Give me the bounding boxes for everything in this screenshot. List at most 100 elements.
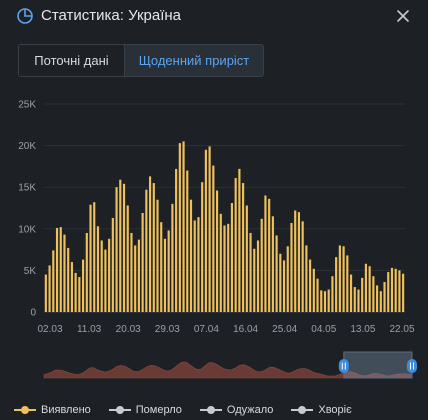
bar[interactable] [126,205,129,313]
bar[interactable] [279,253,282,312]
bar[interactable] [349,274,353,312]
bar[interactable] [253,248,256,312]
bar[interactable] [268,198,271,312]
bar[interactable] [104,249,107,312]
bar[interactable] [379,291,382,312]
bar[interactable] [290,222,293,312]
bar[interactable] [256,240,260,312]
navigator-selection[interactable] [343,351,413,379]
bar[interactable] [286,246,289,312]
tab-daily-growth[interactable]: Щоденний приріст [125,45,263,76]
bar[interactable] [163,238,167,312]
bar[interactable] [335,257,338,312]
bar[interactable] [156,199,159,312]
legend-item-active[interactable]: Хворіє [291,404,352,416]
legend-item-detected[interactable]: Виявлено [14,404,91,416]
bar[interactable] [44,274,47,312]
bar[interactable] [230,203,234,312]
bar[interactable] [312,268,315,312]
bar[interactable] [85,232,88,312]
bar[interactable] [48,265,51,312]
bar[interactable] [316,278,319,312]
bar[interactable] [353,287,356,312]
bar[interactable] [178,143,181,312]
bar[interactable] [309,259,312,312]
bar[interactable] [361,277,364,312]
bar[interactable] [275,235,278,312]
bar[interactable] [93,202,96,312]
bar[interactable] [212,165,215,312]
close-icon[interactable] [393,6,413,26]
bar[interactable] [78,277,81,312]
bar[interactable] [175,168,178,312]
bar[interactable] [134,245,137,312]
bar[interactable] [342,246,345,312]
bar[interactable] [70,262,73,312]
bar[interactable] [122,183,126,312]
bar[interactable] [219,213,222,312]
bar[interactable] [89,204,92,312]
bar[interactable] [108,238,111,312]
bar[interactable] [186,170,189,312]
bar[interactable] [55,227,59,312]
bar[interactable] [323,291,327,312]
bar[interactable] [357,289,360,312]
bar[interactable] [305,245,308,312]
legend-item-deaths[interactable]: Померло [108,404,182,416]
navigator-left-handle[interactable] [338,359,349,373]
bar[interactable] [204,149,207,312]
bar[interactable] [201,182,204,312]
bar[interactable] [249,232,252,312]
bar[interactable] [346,255,349,312]
bar[interactable] [67,247,70,312]
bar[interactable] [197,217,200,312]
bar[interactable] [145,189,148,312]
bar[interactable] [402,273,405,312]
bar[interactable] [82,259,85,312]
bar[interactable] [282,260,286,312]
bar[interactable] [52,250,55,312]
bar[interactable] [234,178,237,312]
navigator-right-handle[interactable] [407,359,417,373]
bar[interactable] [119,179,122,312]
bar[interactable] [238,168,241,312]
bar[interactable] [320,290,323,312]
bar[interactable] [331,276,334,312]
bar[interactable] [227,223,230,312]
bar[interactable] [167,230,170,312]
bar[interactable] [368,266,371,312]
bar[interactable] [74,272,77,312]
bar[interactable] [160,222,163,312]
bar[interactable] [152,183,155,312]
bar[interactable] [294,210,297,313]
bar[interactable] [171,203,174,312]
legend-item-recovered[interactable]: Одужало [199,404,273,416]
bar[interactable] [264,195,267,312]
bar[interactable] [189,199,193,312]
bar[interactable] [301,221,304,312]
bar[interactable] [398,270,401,312]
bar[interactable] [223,225,226,312]
bar[interactable] [182,141,185,312]
bar[interactable] [338,245,341,312]
bar[interactable] [364,263,367,312]
bar[interactable] [111,217,114,312]
bar[interactable] [271,216,274,312]
bar[interactable] [260,218,263,312]
bar[interactable] [100,240,103,312]
bar[interactable] [59,227,62,312]
bar[interactable] [193,220,196,312]
bar[interactable] [383,282,386,312]
bar[interactable] [372,276,375,312]
bar[interactable] [387,272,390,312]
tab-current-data[interactable]: Поточні дані [19,45,125,76]
bar[interactable] [96,226,100,312]
bar[interactable] [242,183,245,312]
bar[interactable] [327,289,330,312]
bar[interactable] [148,176,152,312]
bar[interactable] [130,232,133,312]
bar[interactable] [137,239,140,312]
bar[interactable] [208,146,211,312]
bar[interactable] [63,234,66,312]
bar[interactable] [215,190,219,312]
